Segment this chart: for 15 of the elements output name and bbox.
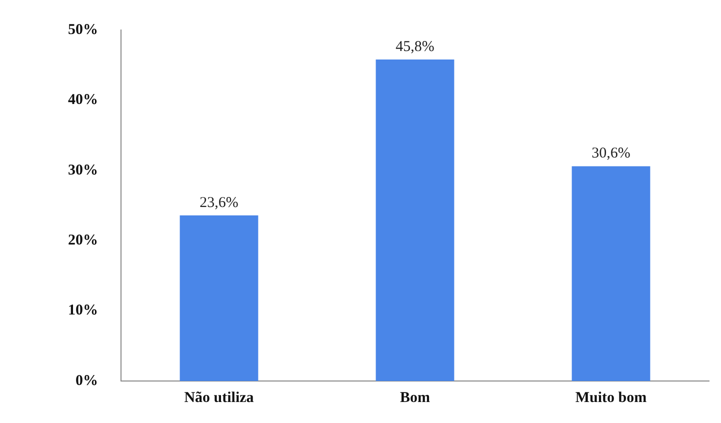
x-tick-label: Não utiliza (184, 390, 254, 406)
y-tick-label: 20% (68, 232, 98, 248)
bar (572, 166, 650, 381)
data-label: 23,6% (200, 194, 238, 211)
y-tick-label: 30% (68, 162, 98, 178)
y-tick-label: 10% (68, 302, 98, 319)
y-tick-label: 0% (76, 372, 98, 389)
y-tick-label: 40% (68, 92, 98, 108)
bar (376, 59, 454, 381)
data-label: 45,8% (396, 38, 434, 55)
data-label: 30,6% (592, 146, 630, 162)
y-tick-label: 50% (68, 22, 98, 38)
x-tick-label: Bom (400, 390, 431, 406)
x-tick-label: Muito bom (575, 390, 648, 406)
bar (180, 215, 258, 381)
